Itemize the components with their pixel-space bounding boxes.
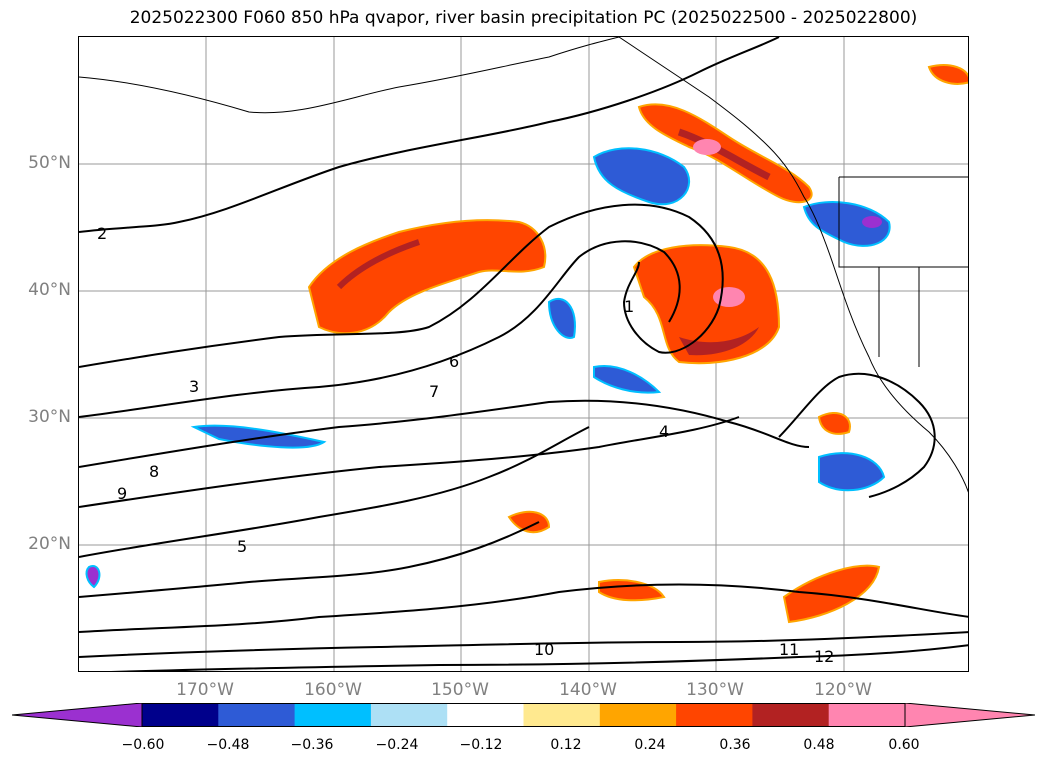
contour-label-1: 1	[624, 297, 634, 316]
contour-label-3: 3	[189, 377, 199, 396]
lon-label-130w: 130°W	[686, 680, 744, 700]
contour-label-10: 10	[534, 640, 554, 659]
contour-label-8: 8	[149, 462, 159, 481]
colorbar-tick: 0.24	[634, 737, 666, 753]
lat-label-20n: 20°N	[28, 534, 71, 554]
contour-label-7: 7	[429, 382, 439, 401]
contour-label-group: 1 2 3 4 5 6 7 8 9 10 11 12	[97, 224, 834, 666]
colorbar-bin	[752, 703, 830, 727]
colorbar-tick: 0.60	[888, 737, 920, 753]
map-panel: 1 2 3 4 5 6 7 8 9 10 11 12	[78, 36, 969, 672]
colorbar-tick: −0.36	[290, 737, 334, 753]
colorbar-bin	[828, 703, 906, 727]
chart-title: 2025022300 F060 850 hPa qvapor, river ba…	[129, 8, 918, 28]
contour-label-4: 4	[659, 422, 669, 441]
lon-label-170w: 170°W	[176, 680, 234, 700]
lon-label-150w: 150°W	[431, 680, 489, 700]
contour-label-2: 2	[97, 224, 107, 243]
colorbar-tick: −0.12	[459, 737, 503, 753]
lat-label-50n: 50°N	[28, 153, 71, 173]
colorbar-extend-max	[904, 703, 1035, 727]
colorbar-bin	[218, 703, 296, 727]
contour-label-9: 9	[117, 484, 127, 503]
contour-label-6: 6	[449, 352, 459, 371]
contour-label-5: 5	[237, 537, 247, 556]
colorbar-extend-min	[12, 703, 143, 727]
contour-label-12: 12	[814, 647, 834, 666]
colorbar-bin	[294, 703, 372, 727]
colorbar-tick: −0.24	[375, 737, 419, 753]
colorbar-tick: −0.48	[206, 737, 250, 753]
contour-lines	[79, 37, 968, 671]
colorbar-outline	[141, 703, 906, 727]
colorbar-tick: −0.60	[121, 737, 165, 753]
colorbar-bin	[523, 703, 601, 727]
precip-shading	[85, 64, 968, 624]
lon-label-140w: 140°W	[559, 680, 617, 700]
lon-label-120w: 120°W	[814, 680, 872, 700]
coastlines	[79, 37, 968, 493]
contour-label-11: 11	[779, 640, 799, 659]
colorbar-bin	[370, 703, 448, 727]
colorbar-bin	[142, 703, 219, 727]
lat-label-40n: 40°N	[28, 280, 71, 300]
colorbar-bin	[676, 703, 753, 727]
colorbar-bin	[447, 703, 524, 727]
colorbar-tick: 0.36	[719, 737, 751, 753]
lat-label-30n: 30°N	[28, 407, 71, 427]
lon-label-160w: 160°W	[304, 680, 362, 700]
colorbar-tick: 0.12	[550, 737, 582, 753]
colorbar-tick: 0.48	[803, 737, 835, 753]
map-canvas: 1 2 3 4 5 6 7 8 9 10 11 12	[79, 37, 968, 671]
colorbar-bin	[599, 703, 677, 727]
colorbar	[12, 703, 1035, 727]
